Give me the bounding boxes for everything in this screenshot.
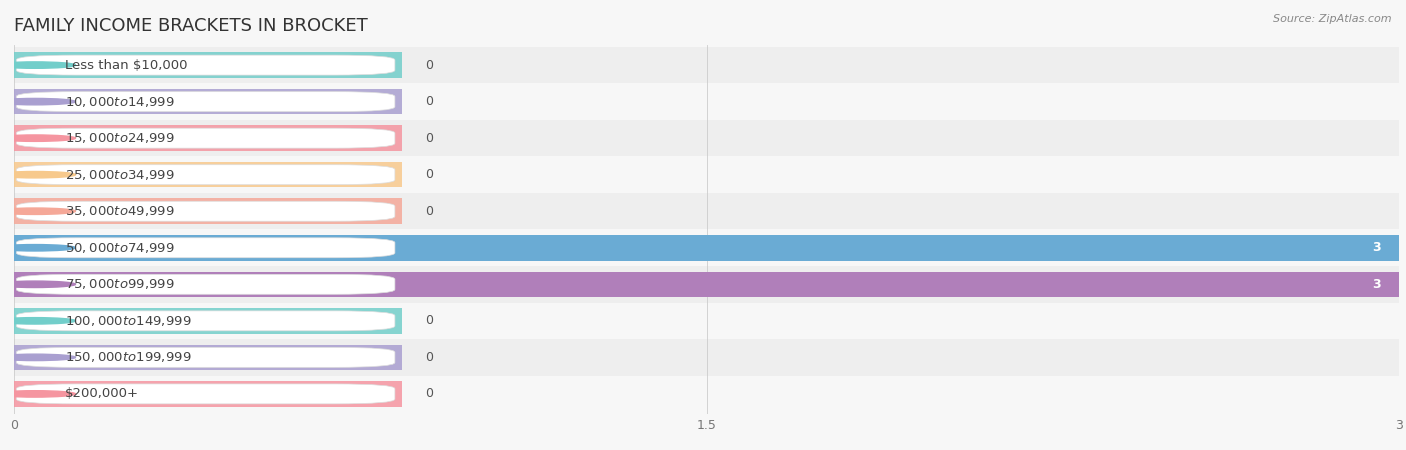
Circle shape xyxy=(0,281,76,288)
Text: $15,000 to $24,999: $15,000 to $24,999 xyxy=(65,131,174,145)
FancyBboxPatch shape xyxy=(17,128,395,148)
Text: 0: 0 xyxy=(425,205,433,218)
Circle shape xyxy=(0,244,76,251)
Text: 0: 0 xyxy=(425,315,433,327)
Text: 3: 3 xyxy=(1372,278,1381,291)
Circle shape xyxy=(0,318,76,324)
Bar xyxy=(14,308,402,333)
Bar xyxy=(14,162,402,188)
Bar xyxy=(14,89,402,114)
Text: $25,000 to $34,999: $25,000 to $34,999 xyxy=(65,168,174,182)
Circle shape xyxy=(0,208,76,215)
FancyBboxPatch shape xyxy=(17,165,395,184)
Bar xyxy=(14,339,1399,376)
Bar xyxy=(14,126,402,151)
Text: $100,000 to $149,999: $100,000 to $149,999 xyxy=(65,314,191,328)
Text: 0: 0 xyxy=(425,168,433,181)
FancyBboxPatch shape xyxy=(17,92,395,112)
Text: $50,000 to $74,999: $50,000 to $74,999 xyxy=(65,241,174,255)
Bar xyxy=(14,302,1399,339)
FancyBboxPatch shape xyxy=(17,55,395,75)
Bar xyxy=(14,193,1399,230)
Bar xyxy=(14,271,1399,297)
Bar xyxy=(14,52,402,78)
FancyBboxPatch shape xyxy=(17,201,395,221)
FancyBboxPatch shape xyxy=(17,274,395,294)
Text: $75,000 to $99,999: $75,000 to $99,999 xyxy=(65,277,174,291)
Circle shape xyxy=(0,99,76,105)
Text: 0: 0 xyxy=(425,132,433,144)
Bar xyxy=(14,345,402,370)
Circle shape xyxy=(0,62,76,68)
Bar xyxy=(14,120,1399,157)
Text: Less than $10,000: Less than $10,000 xyxy=(65,58,187,72)
Text: $150,000 to $199,999: $150,000 to $199,999 xyxy=(65,351,191,364)
Bar xyxy=(14,198,402,224)
Text: FAMILY INCOME BRACKETS IN BROCKET: FAMILY INCOME BRACKETS IN BROCKET xyxy=(14,17,368,35)
Bar xyxy=(14,83,1399,120)
Circle shape xyxy=(0,171,76,178)
Bar xyxy=(14,157,1399,193)
FancyBboxPatch shape xyxy=(17,238,395,258)
Circle shape xyxy=(0,135,76,141)
Text: $35,000 to $49,999: $35,000 to $49,999 xyxy=(65,204,174,218)
Bar xyxy=(14,266,1399,302)
FancyBboxPatch shape xyxy=(17,384,395,404)
Bar xyxy=(14,381,402,407)
Text: 0: 0 xyxy=(425,387,433,400)
Text: 0: 0 xyxy=(425,351,433,364)
Text: 0: 0 xyxy=(425,95,433,108)
FancyBboxPatch shape xyxy=(17,347,395,367)
Text: 3: 3 xyxy=(1372,241,1381,254)
Bar xyxy=(14,230,1399,266)
Bar xyxy=(14,235,1399,261)
FancyBboxPatch shape xyxy=(17,311,395,331)
Text: 0: 0 xyxy=(425,58,433,72)
Circle shape xyxy=(0,391,76,397)
Text: $200,000+: $200,000+ xyxy=(65,387,139,400)
Circle shape xyxy=(0,354,76,360)
Bar xyxy=(14,47,1399,83)
Text: $10,000 to $14,999: $10,000 to $14,999 xyxy=(65,94,174,108)
Text: Source: ZipAtlas.com: Source: ZipAtlas.com xyxy=(1274,14,1392,23)
Bar xyxy=(14,376,1399,412)
